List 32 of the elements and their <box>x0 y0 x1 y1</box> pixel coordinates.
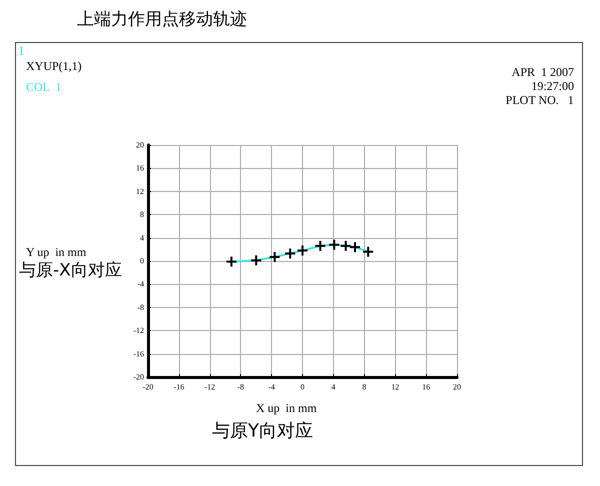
y-tick-label: 12 <box>136 186 144 196</box>
x-tick-label: 8 <box>362 382 366 392</box>
y-tick-label: 8 <box>140 210 144 220</box>
y-tick-label: 16 <box>136 164 144 173</box>
text: APR 1 2007 <box>512 65 574 79</box>
y-tick-label: 4 <box>140 233 144 242</box>
chart-title: 上端力作用点移动轨迹 <box>77 10 247 30</box>
y-axis-title: Y up in mm <box>26 245 87 259</box>
y-tick-label: 0 <box>140 256 144 266</box>
x-tick-label: -12 <box>204 382 216 392</box>
text: 与原Y向对应 <box>212 420 313 442</box>
x-axis-title: X up in mm <box>256 401 318 415</box>
x-tick-label: -4 <box>268 382 275 392</box>
y-tick-label: -12 <box>133 326 144 336</box>
text: 与原-X向对应 <box>19 260 122 280</box>
text: 1 <box>18 43 24 58</box>
y-tick-label: 20 <box>136 140 144 150</box>
text: PLOT NO. 1 <box>506 93 574 107</box>
y-tick-label: -16 <box>133 349 144 358</box>
y-tick-label: -20 <box>133 372 144 382</box>
x-tick-label: -16 <box>174 382 184 392</box>
y-tick-label: -4 <box>137 280 144 289</box>
x-tick-label: 0 <box>300 382 304 392</box>
x-tick-label: 4 <box>331 382 336 392</box>
x-tick-label: 16 <box>422 382 430 392</box>
text: COL 1 <box>26 80 62 94</box>
x-tick-label: 12 <box>391 382 400 392</box>
x-tick-label: -8 <box>237 382 244 392</box>
text: 19:27:00 <box>531 79 574 93</box>
text: XYUP(1,1) <box>26 59 82 73</box>
y-tick-label: -8 <box>137 302 144 312</box>
x-tick-label: 20 <box>453 382 461 392</box>
